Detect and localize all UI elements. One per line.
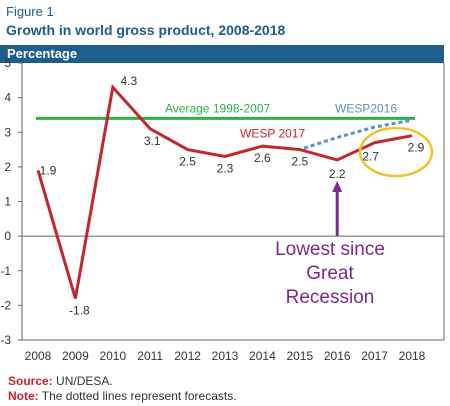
data-label: 2.7 — [362, 150, 379, 164]
callout-line: Recession — [286, 287, 375, 308]
arrow-head — [332, 181, 343, 192]
header-band: Percentage — [0, 45, 444, 63]
chart-title: Growth in world gross product, 2008-2018 — [6, 22, 286, 38]
x-tick-label: 2016 — [324, 349, 351, 363]
source-note: Source: UN/DESA. — [8, 374, 113, 388]
source-value: UN/DESA. — [56, 374, 113, 388]
y-axis: 5 4 3 2 1 0 -1 -2 -3 — [0, 56, 445, 347]
x-axis: 2008 2009 2010 2011 2012 2013 2014 2015 2016 2017… — [22, 339, 444, 363]
y-tick-label: 2 — [4, 160, 11, 174]
wesp2017-line — [36, 83, 413, 299]
y-tick-label: 1 — [4, 195, 11, 209]
x-tick-label: 2008 — [25, 349, 52, 363]
data-label: 4.3 — [120, 74, 137, 88]
note-value: The dotted lines represent forecasts. — [41, 389, 237, 403]
chart-series: Average 1998-2007 WESP2016 WESP 2017 1.9 -1.… — [36, 74, 425, 317]
wesp2016-line — [262, 118, 413, 152]
x-tick-label: 2011 — [137, 349, 163, 363]
x-tick-label: 2017 — [361, 349, 388, 363]
callout-line: Lowest since — [275, 239, 385, 260]
callout-line: Great — [306, 263, 354, 284]
data-label: 2.5 — [291, 155, 308, 169]
data-label: 2.2 — [329, 167, 346, 181]
data-label: 2.6 — [254, 151, 271, 165]
y-tick-label: -1 — [0, 264, 11, 278]
y-tick-label: -2 — [0, 298, 11, 312]
x-tick-label: 2012 — [174, 349, 201, 363]
data-label: 2.5 — [179, 155, 196, 169]
data-label: -1.8 — [69, 303, 90, 317]
y-tick-label: 5 — [4, 56, 11, 70]
x-tick-label: 2014 — [249, 349, 276, 363]
average-line-label: Average 1998-2007 — [165, 101, 271, 115]
y-tick-label: 0 — [4, 229, 11, 243]
data-label: 1.9 — [40, 163, 57, 177]
forecast-highlight-circle — [358, 126, 434, 178]
source-key: Source: — [8, 374, 53, 388]
y-tick-label: 4 — [4, 91, 11, 105]
forecast-note: Note: The dotted lines represent forecas… — [8, 389, 237, 403]
data-label: 2.3 — [217, 161, 234, 175]
figure-label: Figure 1 — [6, 4, 54, 19]
y-tick-label: 3 — [4, 125, 11, 139]
note-key: Note: — [8, 389, 39, 403]
wesp2016-label: WESP2016 — [335, 101, 397, 115]
x-tick-label: 2015 — [286, 349, 313, 363]
x-tick-label: 2009 — [62, 349, 89, 363]
wesp2017-label: WESP 2017 — [240, 126, 305, 140]
y-tick-label: -3 — [0, 333, 11, 347]
data-label: 2.9 — [408, 141, 425, 155]
x-tick-label: 2010 — [99, 349, 126, 363]
x-tick-label: 2013 — [212, 349, 239, 363]
y-axis-unit-label: Percentage — [7, 46, 78, 61]
data-label: 3.1 — [144, 134, 161, 148]
chart-annotations: Lowest since Great Recession — [275, 126, 434, 308]
x-tick-label: 2018 — [399, 349, 426, 363]
